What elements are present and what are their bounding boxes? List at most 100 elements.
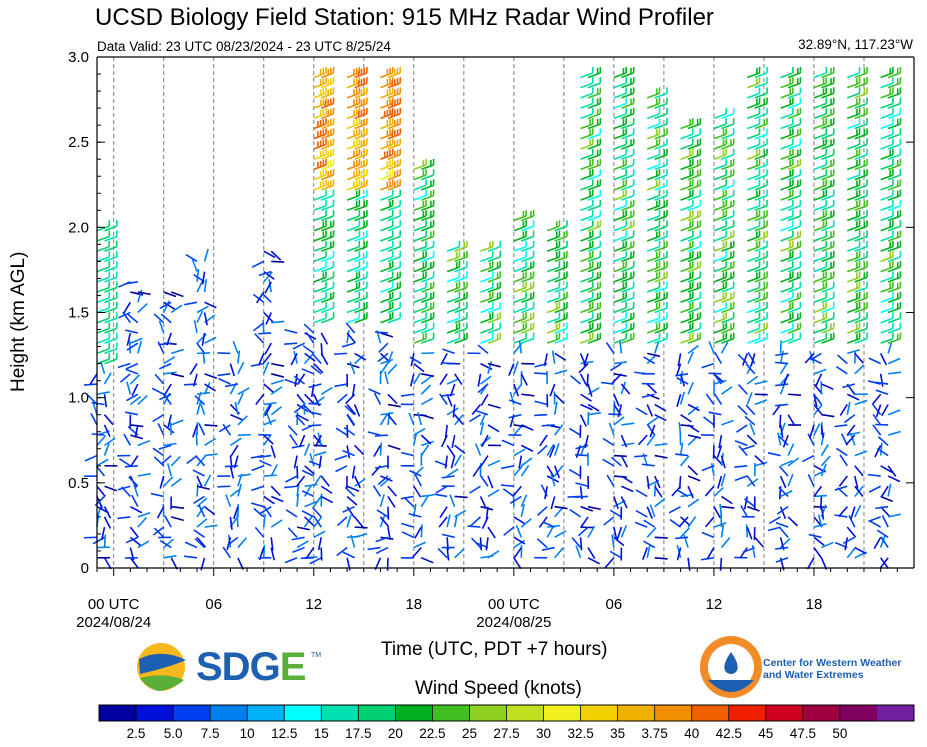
wind-barb <box>454 250 468 263</box>
wind-barb <box>613 393 620 407</box>
wind-barb <box>813 118 828 130</box>
wind-barb <box>521 240 535 252</box>
wind-barb <box>775 361 789 365</box>
wind-barb <box>746 434 758 445</box>
wind-barb <box>613 454 627 458</box>
wind-barb <box>621 422 635 426</box>
wind-barb <box>521 332 535 344</box>
wind-barb <box>96 496 103 509</box>
wind-barb <box>721 302 735 314</box>
wind-barb <box>580 148 594 160</box>
wind-barb <box>746 475 756 487</box>
wind-barb <box>346 332 356 344</box>
wind-barb <box>779 414 782 428</box>
wind-barb <box>587 505 601 511</box>
wind-barb <box>446 332 461 344</box>
wind-barb <box>834 485 848 491</box>
wind-barb <box>354 291 368 304</box>
wind-barb <box>546 281 561 293</box>
wind-barb <box>313 138 327 150</box>
wind-barb <box>887 475 901 483</box>
wind-barb <box>749 422 756 436</box>
wind-barb <box>687 498 700 508</box>
colorbar-swatch <box>580 705 619 721</box>
wind-barb <box>454 261 468 273</box>
wind-barb <box>554 250 568 263</box>
wind-barb <box>104 322 118 334</box>
wind-barb <box>450 455 456 469</box>
wind-barb <box>713 322 728 334</box>
wind-barb <box>487 459 501 467</box>
wind-barb <box>848 515 856 528</box>
wind-barb <box>621 281 635 293</box>
wind-barb <box>346 445 351 459</box>
wind-barb <box>296 493 300 507</box>
wind-barb <box>84 454 98 462</box>
wind-barb <box>646 179 661 191</box>
wind-barb <box>887 77 902 89</box>
wind-barb <box>580 118 594 130</box>
wind-barb <box>454 509 467 518</box>
wind-barb <box>654 442 668 447</box>
colorbar-swatch <box>469 705 507 721</box>
wind-barb <box>420 375 433 385</box>
wind-barb <box>346 158 361 171</box>
wind-barb <box>821 210 835 222</box>
wind-barb <box>320 148 335 160</box>
chart-title: UCSD Biology Field Station: 915 MHz Rada… <box>95 4 714 31</box>
wind-barb <box>195 455 206 467</box>
wind-barb <box>887 107 902 120</box>
colorbar: 2.5 5.0 7.5 10 12.5 15 17.5 20 22.5 25 27.5 30 32.5 3… <box>98 704 915 741</box>
wind-barb <box>521 424 534 431</box>
wind-barb <box>373 444 382 457</box>
wind-barb <box>377 475 389 486</box>
wind-barb <box>454 332 468 344</box>
wind-barb <box>295 414 306 426</box>
colorbar-tick-label: 22.5 <box>419 726 445 741</box>
wind-barb <box>754 210 768 222</box>
colorbar-tick-label: 45 <box>758 726 773 741</box>
wind-barb <box>746 230 761 242</box>
wind-barb <box>413 372 422 385</box>
wind-barb <box>746 77 761 89</box>
wind-barb <box>554 322 568 334</box>
wind-barb <box>541 546 555 551</box>
wind-barb <box>820 432 825 446</box>
wind-barb <box>156 506 165 519</box>
wind-barb <box>643 356 656 365</box>
wind-barb <box>354 271 368 283</box>
wind-barb <box>387 444 401 451</box>
wind-barb <box>480 271 494 283</box>
wind-barb <box>887 230 902 242</box>
wind-barb <box>754 322 768 334</box>
wind-barb <box>304 516 315 527</box>
wind-barb <box>754 312 768 324</box>
wind-barb <box>521 291 535 304</box>
wind-barb <box>346 506 356 518</box>
wind-barb <box>203 312 208 326</box>
wind-barb <box>587 312 602 324</box>
wind-barb <box>334 454 348 461</box>
wind-barb <box>620 455 629 468</box>
wind-barb <box>854 450 868 457</box>
wind-barb <box>513 250 527 263</box>
wind-barb <box>680 179 694 191</box>
wind-barb <box>413 332 427 344</box>
wind-barb <box>745 524 749 538</box>
wind-barb <box>580 107 594 120</box>
wind-barb <box>554 261 568 273</box>
wind-barb <box>546 322 561 334</box>
wind-barb <box>587 97 602 109</box>
wind-barb <box>479 475 489 487</box>
wind-barb <box>787 158 802 171</box>
wind-barb <box>284 342 298 345</box>
wind-barb <box>654 128 668 140</box>
wind-barb <box>379 494 385 507</box>
wind-barb <box>128 340 132 354</box>
wind-barb <box>775 521 789 528</box>
wind-barb <box>421 332 435 344</box>
wind-barb <box>171 373 185 378</box>
wind-barb <box>834 514 848 518</box>
wind-barb <box>237 387 250 395</box>
wind-barb <box>546 230 561 242</box>
